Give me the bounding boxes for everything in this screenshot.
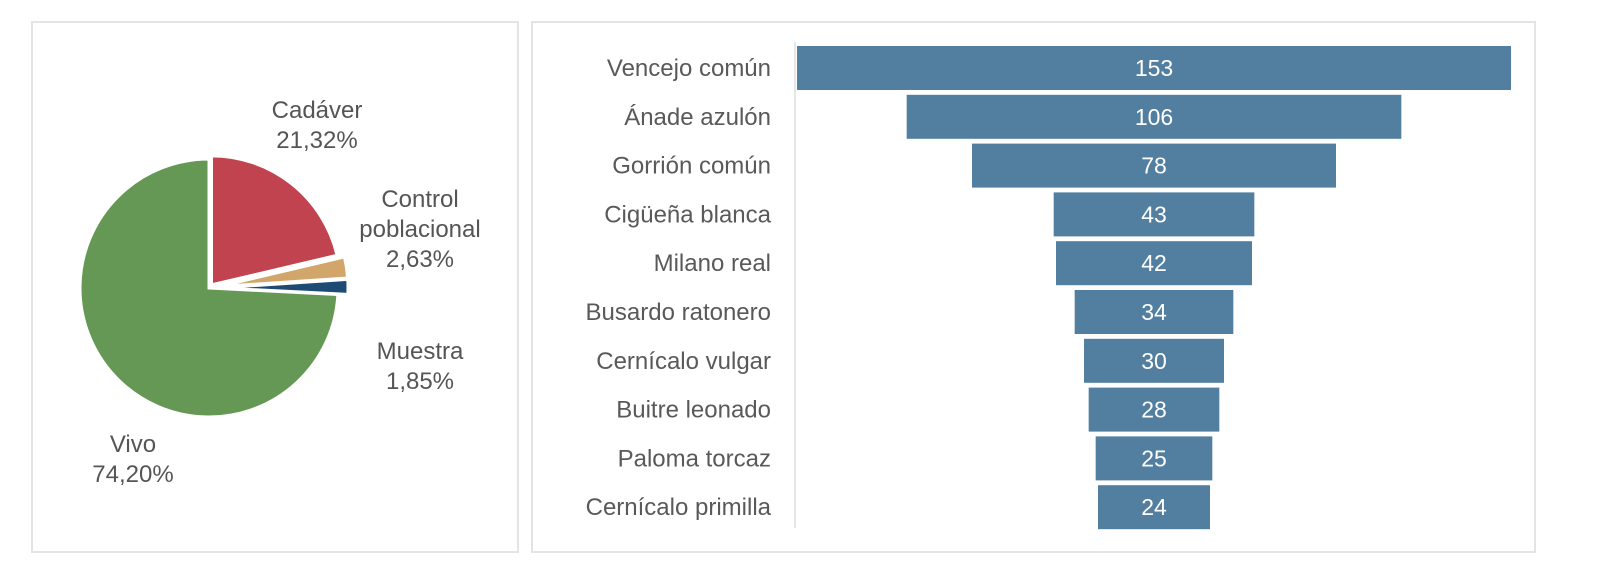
pie-label-control-poblacional: Control poblacional 2,63% xyxy=(359,186,480,273)
pie-label-name: Muestra xyxy=(377,338,464,365)
category-label: Cernícalo primilla xyxy=(586,494,772,521)
category-label: Buitre leonado xyxy=(616,397,771,424)
bar-value-label: 106 xyxy=(1135,104,1173,130)
category-label: Busardo ratonero xyxy=(586,299,771,326)
category-label: Gorrión común xyxy=(612,153,771,180)
pie-label-percent: 74,20% xyxy=(92,461,173,488)
category-label: Milano real xyxy=(654,250,771,277)
pie-slice-vivo[interactable] xyxy=(78,157,340,419)
bar-value-label: 28 xyxy=(1141,397,1167,423)
funnel-bar-paloma-torcaz[interactable] xyxy=(1095,436,1213,481)
bar-value-label: 43 xyxy=(1141,201,1167,227)
pie-label-name: Vivo xyxy=(110,431,156,458)
bar-value-label: 30 xyxy=(1141,348,1167,374)
funnel-bar-ciguena-blanca[interactable] xyxy=(1053,192,1255,237)
pie-slice-cadaver[interactable] xyxy=(209,154,339,287)
funnel-chart: Vencejo común 153 Ánade azulón 106 Gorrión c… xyxy=(586,42,1511,530)
bar-value-label: 24 xyxy=(1141,494,1167,520)
funnel-row[interactable]: Buitre leonado 28 xyxy=(616,387,1220,432)
pie-label-percent: 2,63% xyxy=(386,246,454,273)
bar-value-label: 153 xyxy=(1135,55,1173,81)
funnel-row[interactable]: Vencejo común 153 xyxy=(607,46,1511,90)
category-label: Vencejo común xyxy=(607,55,771,82)
category-label: Paloma torcaz xyxy=(618,445,771,472)
bar-value-label: 34 xyxy=(1141,299,1167,325)
pie-label-vivo: Vivo 74,20% xyxy=(92,431,173,488)
category-label: Cernícalo vulgar xyxy=(596,348,771,375)
funnel-row[interactable]: Milano real 42 xyxy=(654,241,1252,286)
pie-chart: Cadáver 21,32% Control poblacional 2,63% Mues… xyxy=(78,97,481,488)
pie-label-name: poblacional xyxy=(359,216,480,243)
funnel-bar-vencejo-comun[interactable] xyxy=(797,46,1511,90)
category-label: Cigüeña blanca xyxy=(604,201,771,228)
funnel-bar-busardo-ratonero[interactable] xyxy=(1074,290,1234,334)
bar-value-label: 25 xyxy=(1141,445,1167,471)
pie-slice-muestra[interactable] xyxy=(218,277,350,296)
funnel-bar-gorrion-comun[interactable] xyxy=(972,143,1336,188)
funnel-row[interactable]: Cernícalo primilla 24 xyxy=(586,485,1210,530)
funnel-bar-buitre-leonado[interactable] xyxy=(1088,387,1220,432)
funnel-bar-milano-real[interactable] xyxy=(1056,241,1252,286)
pie-label-percent: 1,85% xyxy=(386,368,454,395)
pie-label-cadaver: Cadáver 21,32% xyxy=(272,97,363,154)
funnel-bar-anade-azulon[interactable] xyxy=(906,94,1402,139)
funnel-row[interactable]: Cernícalo vulgar 30 xyxy=(596,338,1224,383)
bar-value-label: 42 xyxy=(1141,250,1167,276)
funnel-row[interactable]: Cigüeña blanca 43 xyxy=(604,192,1255,237)
pie-label-name: Control xyxy=(381,186,458,213)
funnel-bar-cernicalo-vulgar[interactable] xyxy=(1084,338,1224,383)
funnel-row[interactable]: Gorrión común 78 xyxy=(612,143,1336,188)
funnel-chart-panel: Vencejo común 153 Ánade azulón 106 Gorrión c… xyxy=(531,21,1536,553)
pie-label-percent: 21,32% xyxy=(276,127,357,154)
category-label: Ánade azulón xyxy=(624,104,771,131)
funnel-row[interactable]: Busardo ratonero 34 xyxy=(586,290,1234,334)
funnel-row[interactable]: Ánade azulón 106 xyxy=(624,94,1402,139)
pie-chart-panel: Cadáver 21,32% Control poblacional 2,63% Mues… xyxy=(31,21,519,553)
bar-value-label: 78 xyxy=(1141,153,1167,179)
funnel-row[interactable]: Paloma torcaz 25 xyxy=(618,436,1213,481)
funnel-bar-cernicalo-primilla[interactable] xyxy=(1098,485,1210,530)
pie-label-muestra: Muestra 1,85% xyxy=(377,338,464,395)
pie-label-name: Cadáver xyxy=(272,97,363,124)
